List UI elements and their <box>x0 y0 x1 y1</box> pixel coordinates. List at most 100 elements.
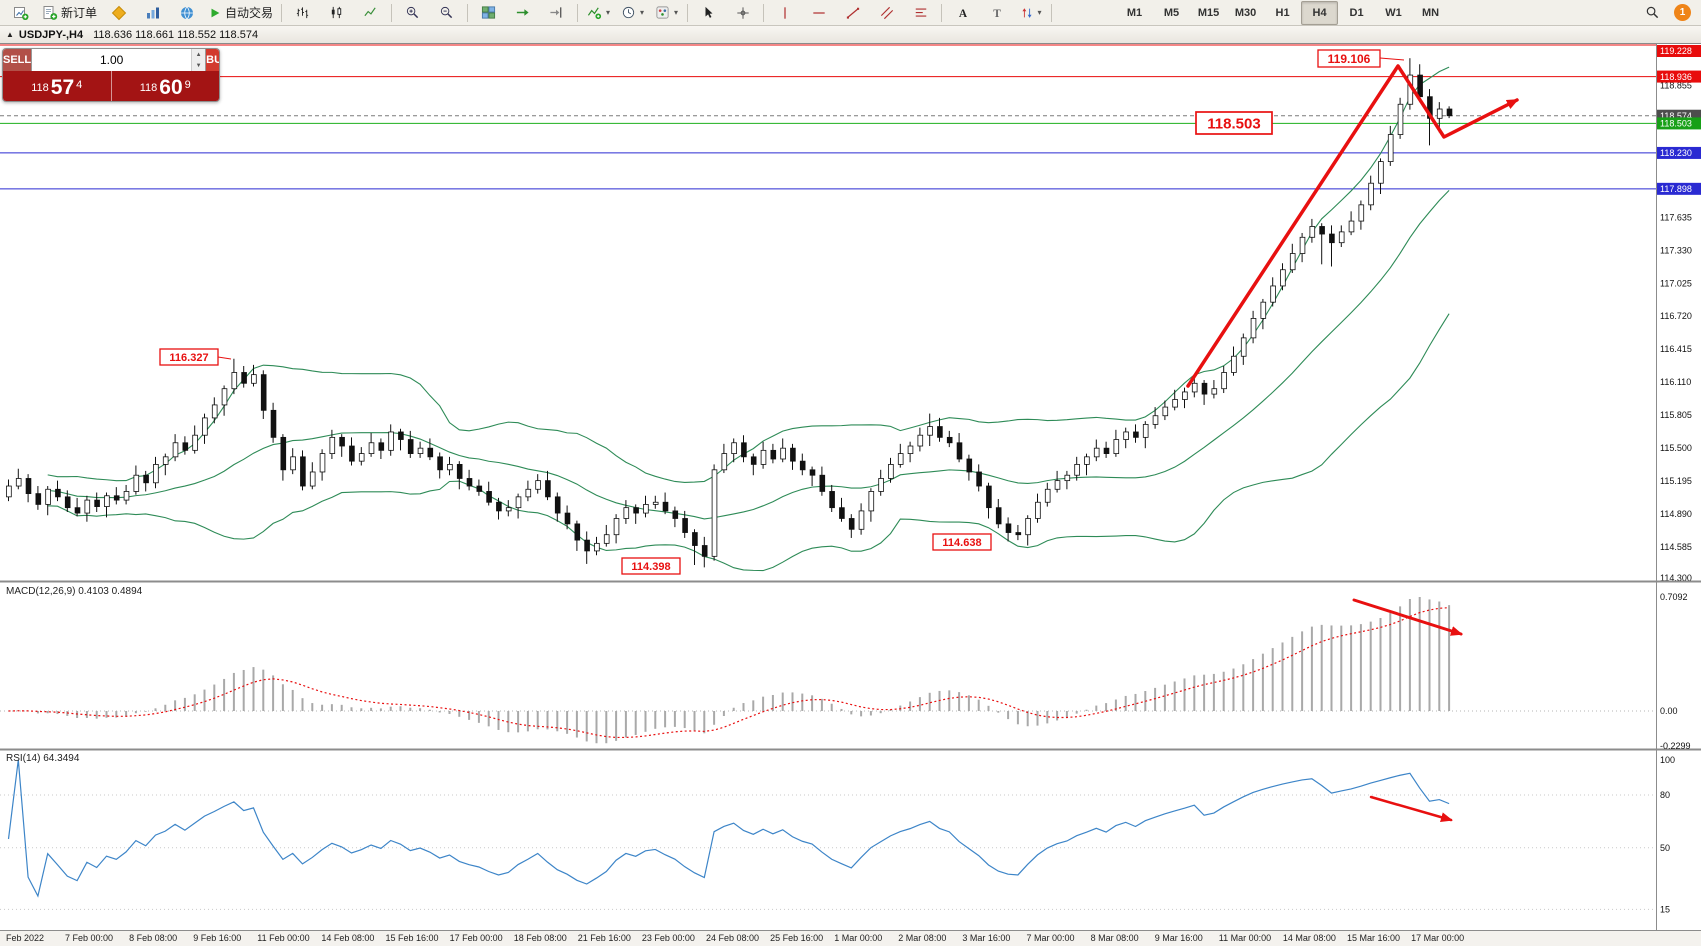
line-chart-button[interactable] <box>354 1 387 25</box>
cursor-button[interactable] <box>692 1 725 25</box>
auto-scroll-button[interactable] <box>506 1 539 25</box>
sell-button[interactable]: SELL <box>3 49 32 71</box>
periods-button[interactable]: ▾ <box>616 1 649 25</box>
price-tag-bg <box>1657 182 1701 195</box>
mql5-market-button[interactable] <box>102 1 135 25</box>
candle-body <box>1103 447 1110 454</box>
toolbar-separator <box>467 3 469 22</box>
candle-body <box>211 404 218 419</box>
candle-body <box>1152 415 1159 425</box>
candle-body <box>731 442 737 454</box>
rsi-line <box>7 759 1450 898</box>
text-label-icon: T <box>990 6 1004 20</box>
buy-price[interactable]: 118 60 9 <box>110 71 220 101</box>
search-icon <box>1645 5 1660 20</box>
zoom-out-button[interactable] <box>430 1 463 25</box>
svg-text:A: A <box>958 7 967 19</box>
timeframe-h1[interactable]: H1 <box>1275 6 1290 19</box>
candle-body <box>15 478 22 487</box>
buy-button[interactable]: BUY <box>206 49 219 71</box>
toolbar-separator <box>941 3 943 22</box>
notification-badge[interactable]: 1 <box>1674 4 1691 21</box>
candle-body <box>221 388 228 406</box>
candle-body <box>1005 523 1012 533</box>
candlestick-button[interactable] <box>320 1 353 25</box>
timeframe-h4[interactable]: H4 <box>1301 0 1339 25</box>
time-axis-label: 14 Feb 08:00 <box>321 933 375 943</box>
timeframe-mn[interactable]: MN <box>1421 6 1440 19</box>
candle-body <box>202 417 208 436</box>
candle-body <box>1378 161 1384 184</box>
bar-chart-button[interactable] <box>286 1 319 25</box>
zoom-in-button[interactable] <box>396 1 429 25</box>
zoom-out-icon <box>439 5 454 20</box>
time-axis: Feb 2022 7 Feb 00:00 8 Feb 08:00 9 Feb 16:0… <box>0 930 1701 946</box>
volume-up-button[interactable]: ▲ <box>192 49 206 60</box>
candle-body <box>819 474 826 492</box>
rsi-axis-label: 15 <box>1660 904 1670 914</box>
candle-body <box>780 447 786 460</box>
text-label-button[interactable]: T <box>980 1 1013 25</box>
time-axis-label: 9 Mar 16:00 <box>1154 933 1203 943</box>
ohlc-values: 118.636 118.661 118.552 118.574 <box>93 28 259 41</box>
timeframe-m1[interactable]: M1 <box>1126 6 1143 19</box>
search-button[interactable] <box>1636 1 1669 25</box>
new-order-button[interactable]: 新订单 <box>38 1 101 25</box>
fibonacci-button[interactable] <box>904 1 937 25</box>
timeframe-m5[interactable]: M5 <box>1163 6 1180 19</box>
price-annotation-box[interactable] <box>621 557 681 575</box>
candle-body <box>358 453 365 462</box>
candle-body <box>476 485 483 492</box>
sell-price[interactable]: 118 57 4 <box>3 71 111 101</box>
price-annotation-box[interactable] <box>932 533 992 551</box>
toolbar-separator <box>1051 3 1053 22</box>
candle-body <box>466 478 473 487</box>
profiles-button[interactable] <box>136 1 169 25</box>
price-annotation-box[interactable] <box>1317 49 1381 68</box>
vertical-line-button[interactable] <box>768 1 801 25</box>
mql5-market-icon <box>111 5 127 21</box>
trendline-button[interactable] <box>836 1 869 25</box>
candle-body <box>1289 253 1296 271</box>
chart-title-bar[interactable]: ▲ USDJPY-,H4 118.636 118.661 118.552 118… <box>0 26 1701 44</box>
candle-body <box>848 518 855 530</box>
toolbar-separator <box>577 3 579 22</box>
arrows-button[interactable]: ▾ <box>1014 1 1047 25</box>
trend-arrow[interactable] <box>1352 598 1463 636</box>
chart-shift-button[interactable] <box>540 1 573 25</box>
dropdown-caret-icon: ▾ <box>1037 8 1042 17</box>
new-chart-button[interactable] <box>4 1 37 25</box>
price-annotation-box[interactable] <box>159 348 219 366</box>
tile-windows-icon <box>481 5 496 20</box>
candle-body <box>1358 204 1365 222</box>
timeframe-d1[interactable]: D1 <box>1349 6 1364 19</box>
toolbar-separator <box>391 3 393 22</box>
trend-arrow[interactable] <box>1186 64 1519 388</box>
volume-input[interactable] <box>32 49 192 71</box>
timeframe-m15[interactable]: M15 <box>1197 6 1220 19</box>
indicators-button[interactable]: ▾ <box>582 1 615 25</box>
auto-trading-button[interactable]: 自动交易 <box>204 1 277 25</box>
candle-body <box>486 491 492 503</box>
candle-body <box>84 499 91 514</box>
candle-body <box>574 523 581 541</box>
new-order-icon <box>42 5 58 21</box>
price-annotation-box[interactable] <box>1195 111 1273 135</box>
horizontal-line-button[interactable] <box>802 1 835 25</box>
tile-windows-button[interactable] <box>472 1 505 25</box>
timeframe-w1[interactable]: W1 <box>1385 6 1402 19</box>
community-button[interactable] <box>170 1 203 25</box>
label-leader-line <box>217 356 232 360</box>
templates-button[interactable]: ▾ <box>650 1 683 25</box>
text-button[interactable]: A <box>946 1 979 25</box>
periods-icon <box>621 5 636 20</box>
price-annotation-118.503: 118.503 <box>1207 115 1260 132</box>
channel-button[interactable] <box>870 1 903 25</box>
candle-body <box>927 426 933 436</box>
trend-arrow[interactable] <box>1369 795 1453 823</box>
timeframe-m30[interactable]: M30 <box>1234 6 1257 19</box>
crosshair-button[interactable] <box>726 1 759 25</box>
sell-price-pips: 57 <box>50 76 75 99</box>
volume-down-button[interactable]: ▼ <box>192 60 206 71</box>
time-axis-label: 25 Feb 16:00 <box>770 933 824 943</box>
